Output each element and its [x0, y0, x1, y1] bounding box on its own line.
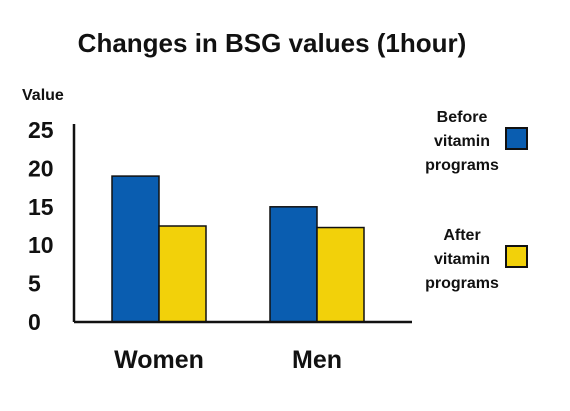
- bars-group: [111, 175, 365, 323]
- y-axis-ticks: 0 5 10 15 20 25: [28, 117, 54, 335]
- y-tick-label: 5: [28, 271, 41, 297]
- y-tick-label: 0: [28, 309, 41, 335]
- bar-women-before: [111, 175, 160, 323]
- legend-swatch: [505, 245, 528, 268]
- y-tick-label: 25: [28, 117, 54, 143]
- y-tick-label: 10: [28, 232, 54, 258]
- bar-men-after: [316, 226, 365, 323]
- legend-label-line: After: [443, 227, 480, 244]
- legend-label-line: programs: [425, 157, 499, 174]
- bar-women-after: [158, 225, 207, 323]
- legend-label-line: Before: [437, 109, 488, 126]
- legend-label-line: vitamin: [434, 251, 490, 268]
- legend-label-line: programs: [425, 275, 499, 292]
- x-category-label: Men: [292, 346, 342, 374]
- chart-title: Changes in BSG values (1hour): [78, 28, 467, 58]
- legend-label-line: vitamin: [434, 133, 490, 150]
- legend: Before vitamin programs After vitamin program…: [425, 109, 528, 292]
- legend-swatch: [505, 127, 528, 150]
- x-axis-categories: Women Men: [114, 346, 342, 374]
- x-category-label: Women: [114, 346, 204, 374]
- y-tick-label: 20: [28, 155, 54, 181]
- bar-men-before: [269, 206, 318, 323]
- y-axis-label: Value: [22, 87, 64, 104]
- y-tick-label: 15: [28, 194, 54, 220]
